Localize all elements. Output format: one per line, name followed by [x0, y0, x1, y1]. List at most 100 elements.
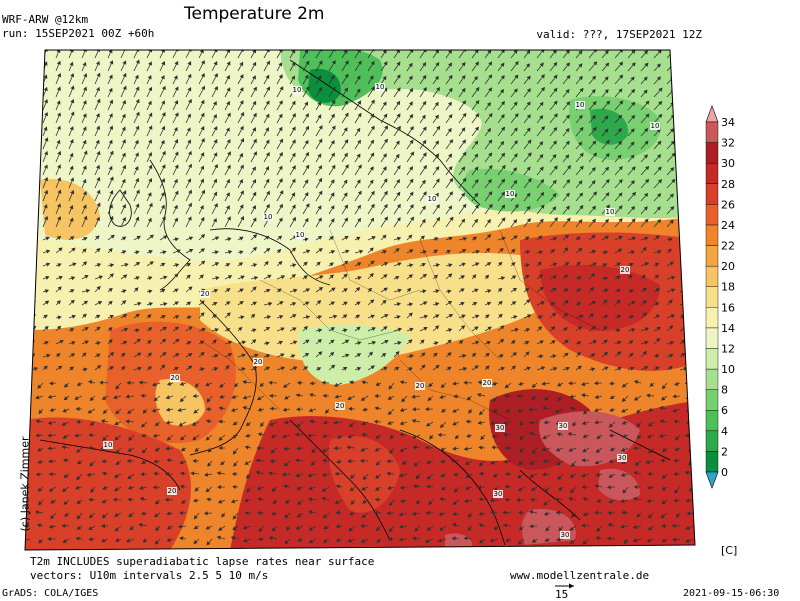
wind-vector-head	[32, 152, 35, 155]
wind-vector	[693, 356, 698, 357]
wind-vector	[693, 50, 701, 58]
colorbar-segment	[706, 348, 718, 369]
wind-vector-head	[697, 128, 700, 131]
colorbar-tick-label: 2	[721, 445, 728, 458]
contour-label: 10	[104, 441, 113, 449]
colorbar-segment	[706, 410, 718, 431]
wind-vector-head	[32, 48, 35, 51]
wind-vector-head	[31, 114, 34, 117]
wind-vector-head	[31, 62, 34, 65]
contour-label: 30	[559, 422, 568, 430]
wind-vector-head	[698, 141, 701, 144]
wind-vector	[30, 48, 34, 58]
wind-vector-head	[684, 236, 687, 239]
contour-label: 10	[293, 86, 302, 94]
wind-vector-head	[672, 63, 675, 66]
contour-label: 10	[428, 195, 437, 203]
wind-vector	[693, 327, 698, 331]
wind-vector	[30, 287, 35, 292]
wind-vector-head	[685, 50, 688, 53]
wind-vector	[693, 219, 700, 227]
wind-vector-head	[683, 155, 686, 158]
colorbar-tick-label: 14	[721, 322, 735, 335]
colorbar-segment	[706, 204, 718, 225]
wind-vector	[30, 277, 35, 279]
colorbar-below-arrow	[706, 472, 718, 488]
wind-vector-head	[684, 302, 687, 305]
wind-vector	[680, 194, 686, 201]
wind-vector	[30, 166, 34, 175]
colorbar-tick-label: 18	[721, 281, 735, 294]
wind-vector-head	[698, 315, 701, 318]
wind-vector-head	[695, 355, 698, 358]
wind-vector	[22, 409, 30, 411]
colorbar-segment	[706, 390, 718, 411]
wind-vector	[30, 62, 34, 71]
colorbar-segment	[706, 369, 718, 390]
wind-vector-head	[697, 90, 700, 93]
colorbar-tick-label: 34	[721, 116, 735, 129]
colorbar-tick-label: 4	[721, 425, 728, 438]
colorbar-segment	[706, 122, 718, 143]
colorbar-segment	[706, 246, 718, 267]
wind-vector	[680, 90, 686, 97]
contour-label: 20	[621, 266, 630, 274]
wind-vector-head	[25, 397, 28, 400]
wind-vector-head	[695, 327, 698, 330]
contour-label: 10	[376, 83, 385, 91]
wind-vector	[693, 368, 698, 370]
wind-vector-head	[698, 180, 701, 183]
wind-vector	[693, 316, 701, 318]
footer-note-lapse: T2m INCLUDES superadiabatic lapse rates …	[30, 556, 374, 568]
contour-label: 10	[606, 208, 615, 216]
wind-vector	[680, 250, 685, 253]
wind-vector	[680, 128, 687, 136]
wind-vector-head	[685, 63, 688, 66]
wind-vector	[30, 264, 35, 267]
contour-label: 30	[618, 454, 627, 462]
wind-vector-head	[32, 248, 35, 251]
wind-vector	[30, 87, 34, 97]
contour-label: 20	[483, 379, 492, 387]
wind-vector	[680, 77, 686, 84]
wind-vector-head	[696, 287, 699, 290]
contour-label: 10	[651, 122, 660, 130]
wind-vector-head	[696, 155, 699, 158]
wind-vector	[693, 76, 700, 84]
wind-vector	[693, 206, 701, 214]
contour-label: 20	[416, 382, 425, 390]
wind-vector-head	[32, 277, 35, 280]
wind-vector	[680, 103, 686, 110]
wind-vector	[680, 206, 688, 214]
wind-vector-head	[684, 181, 687, 184]
wind-vector	[693, 341, 697, 345]
wind-vector	[30, 152, 34, 162]
wind-vector-head	[32, 217, 35, 220]
wind-vector-head	[683, 290, 686, 293]
wind-vector-head	[697, 219, 700, 222]
contour-label: 20	[254, 358, 263, 366]
wind-vector-head	[685, 206, 688, 209]
wind-vector-head	[31, 101, 34, 104]
colorbar-tick-label: 8	[721, 384, 728, 397]
contour-label: 30	[496, 424, 505, 432]
wind-vector-head	[32, 87, 35, 90]
wind-vector-head	[697, 64, 700, 67]
colorbar-tick-label: 30	[721, 157, 735, 170]
wind-vector-head	[696, 116, 699, 119]
wind-vector-head	[32, 139, 35, 142]
wind-vector-head	[698, 50, 701, 53]
reference-vector-label: 15	[555, 589, 568, 601]
wind-vector	[693, 167, 701, 175]
wind-vector-head	[697, 250, 700, 253]
wind-vector-head	[697, 276, 700, 279]
wind-vector-head	[685, 219, 688, 222]
wind-vector-head	[684, 115, 687, 118]
colorbar-tick-label: 32	[721, 137, 735, 150]
wind-vector	[30, 236, 35, 240]
colorbar-segment	[706, 266, 718, 287]
wind-vector-head	[697, 194, 700, 197]
timestamp-label: 2021-09-15-06:30	[683, 588, 779, 600]
wind-vector-head	[697, 103, 700, 106]
